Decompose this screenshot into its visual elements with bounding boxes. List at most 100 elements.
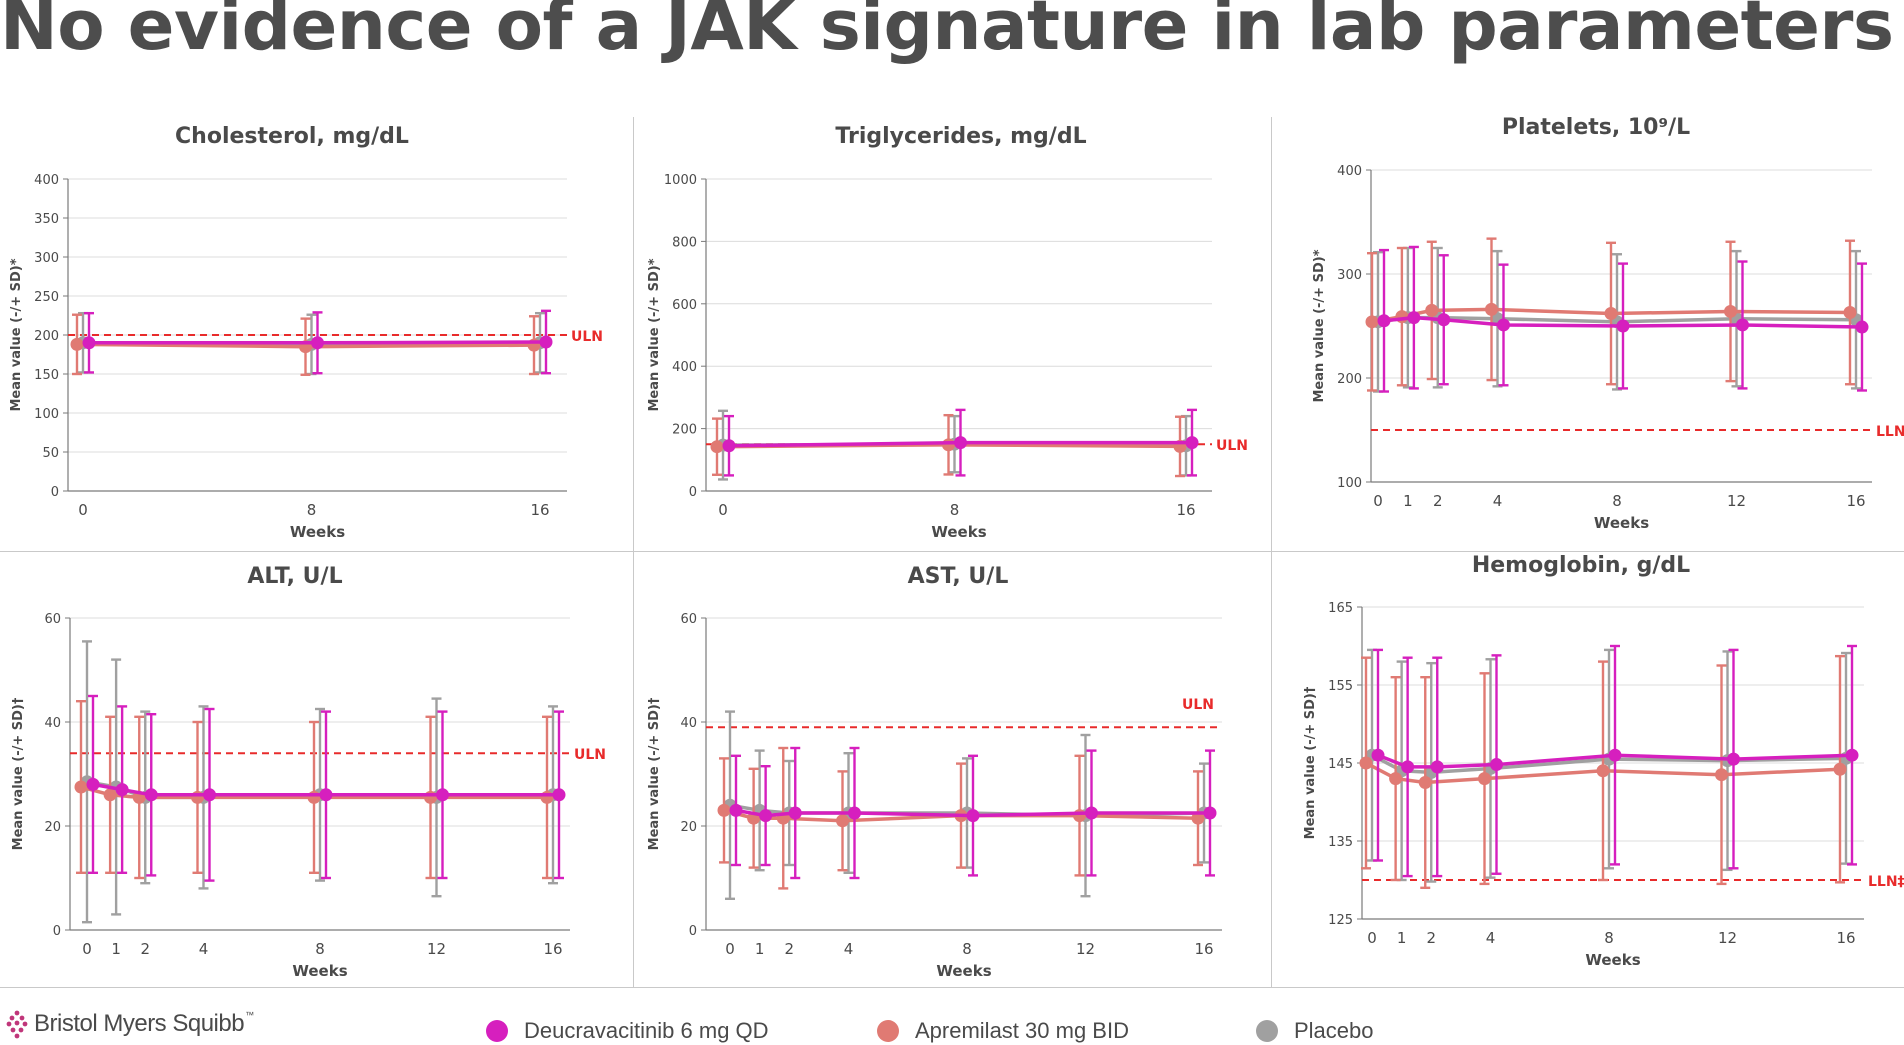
data-point: [722, 439, 736, 453]
x-tick-label: 1: [1397, 929, 1407, 947]
x-tick-label: 2: [140, 940, 150, 958]
data-point: [1401, 760, 1415, 774]
data-point: [1596, 764, 1610, 778]
data-point: [1191, 811, 1205, 825]
legend-marker: [877, 1020, 899, 1042]
x-axis-label: Weeks: [931, 523, 986, 541]
data-point: [1359, 756, 1373, 770]
legend-item-placebo: Placebo: [1256, 1018, 1374, 1044]
legend-label: Apremilast 30 mg BID: [915, 1018, 1129, 1043]
y-axis-label: Mean value (-/+ SD)*: [9, 258, 24, 411]
reference-line-label: ULN: [571, 329, 603, 345]
data-point: [1185, 436, 1199, 450]
y-tick-label: 50: [42, 446, 59, 461]
y-tick-label: 0: [689, 924, 697, 939]
data-point: [1833, 762, 1847, 776]
x-tick-label: 12: [427, 940, 446, 958]
panel-title-alt: ALT, U/L: [247, 564, 343, 589]
data-point: [1418, 776, 1432, 789]
legend-label: Deucravacitinib 6 mg QD: [524, 1018, 769, 1043]
data-point: [86, 777, 100, 791]
x-tick-label: 1: [111, 940, 121, 958]
data-point: [966, 809, 980, 823]
data-point: [1727, 752, 1740, 766]
y-tick-label: 300: [34, 251, 59, 266]
x-tick-label: 0: [78, 501, 88, 519]
x-tick-label: 8: [307, 501, 317, 519]
y-tick-label: 135: [1328, 835, 1353, 850]
data-point: [1437, 313, 1451, 327]
panel-title-cholesterol: Cholesterol, mg/dL: [175, 124, 409, 149]
y-tick-label: 145: [1328, 757, 1353, 772]
data-point: [1365, 315, 1379, 329]
y-tick-label: 350: [34, 212, 59, 227]
page-title: No evidence of a JAK signature in lab pa…: [0, 0, 1894, 66]
x-tick-label: 2: [1426, 929, 1436, 947]
data-point: [1497, 318, 1510, 332]
data-point: [103, 788, 117, 802]
y-tick-label: 155: [1328, 679, 1353, 694]
grid-divider: [1271, 117, 1272, 987]
x-tick-label: 8: [1612, 492, 1622, 510]
reference-line-label: LLN: [1876, 424, 1904, 440]
y-tick-label: 60: [44, 612, 61, 627]
x-axis-label: Weeks: [292, 962, 347, 980]
y-tick-label: 150: [34, 368, 59, 383]
x-tick-label: 0: [82, 940, 92, 958]
y-tick-label: 800: [672, 235, 697, 250]
x-tick-label: 12: [1727, 492, 1746, 510]
x-tick-label: 16: [1836, 929, 1855, 947]
y-axis-label: Mean value (-/+ SD)†: [647, 697, 662, 850]
data-point: [74, 780, 88, 794]
y-tick-label: 165: [1328, 601, 1353, 616]
y-axis-label: Mean value (-/+ SD)*: [647, 258, 662, 411]
data-point: [1478, 772, 1491, 786]
y-tick-label: 20: [44, 820, 61, 835]
data-point: [1085, 806, 1098, 820]
panel-title-triglycerides: Triglycerides, mg/dL: [835, 124, 1087, 149]
y-tick-label: 0: [53, 924, 61, 939]
legend-item-deucravacitinib: Deucravacitinib 6 mg QD: [486, 1018, 769, 1044]
grid-divider: [0, 551, 1904, 552]
data-point: [759, 809, 773, 823]
data-point: [1616, 319, 1630, 333]
x-tick-label: 4: [1486, 929, 1496, 947]
y-tick-label: 60: [680, 612, 697, 627]
logo-mark-icon: [6, 1010, 28, 1039]
data-point: [717, 803, 731, 817]
x-tick-label: 4: [844, 940, 854, 958]
x-tick-label: 16: [1176, 501, 1195, 519]
data-point: [319, 788, 333, 802]
x-axis-label: Weeks: [290, 523, 345, 541]
data-point: [1724, 304, 1737, 318]
y-axis-label: Mean value (-/+ SD)*: [1312, 249, 1327, 402]
x-tick-label: 2: [1433, 492, 1443, 510]
data-point: [1407, 311, 1421, 325]
x-tick-label: 0: [718, 501, 728, 519]
x-tick-label: 4: [199, 940, 209, 958]
data-point: [1430, 760, 1444, 774]
y-axis-label: Mean value (-/+ SD)†: [1303, 686, 1318, 839]
x-axis-label: Weeks: [936, 962, 991, 980]
data-point: [82, 336, 96, 350]
y-tick-label: 400: [34, 173, 59, 188]
y-axis-label: Mean value (-/+ SD)†: [11, 697, 26, 850]
x-tick-label: 16: [543, 940, 562, 958]
x-tick-label: 1: [755, 940, 765, 958]
x-tick-label: 12: [1718, 929, 1737, 947]
data-point: [954, 436, 967, 450]
legend-marker: [486, 1020, 508, 1042]
data-point: [552, 788, 566, 802]
x-tick-label: 0: [725, 940, 735, 958]
panel-title-platelets: Platelets, 10⁹/L: [1501, 115, 1691, 140]
y-tick-label: 250: [34, 290, 59, 305]
data-point: [710, 440, 724, 454]
data-point: [1203, 806, 1217, 820]
data-point: [788, 806, 802, 820]
y-tick-label: 200: [34, 329, 59, 344]
x-tick-label: 16: [530, 501, 549, 519]
y-tick-label: 1000: [664, 173, 697, 188]
data-point: [848, 806, 861, 820]
